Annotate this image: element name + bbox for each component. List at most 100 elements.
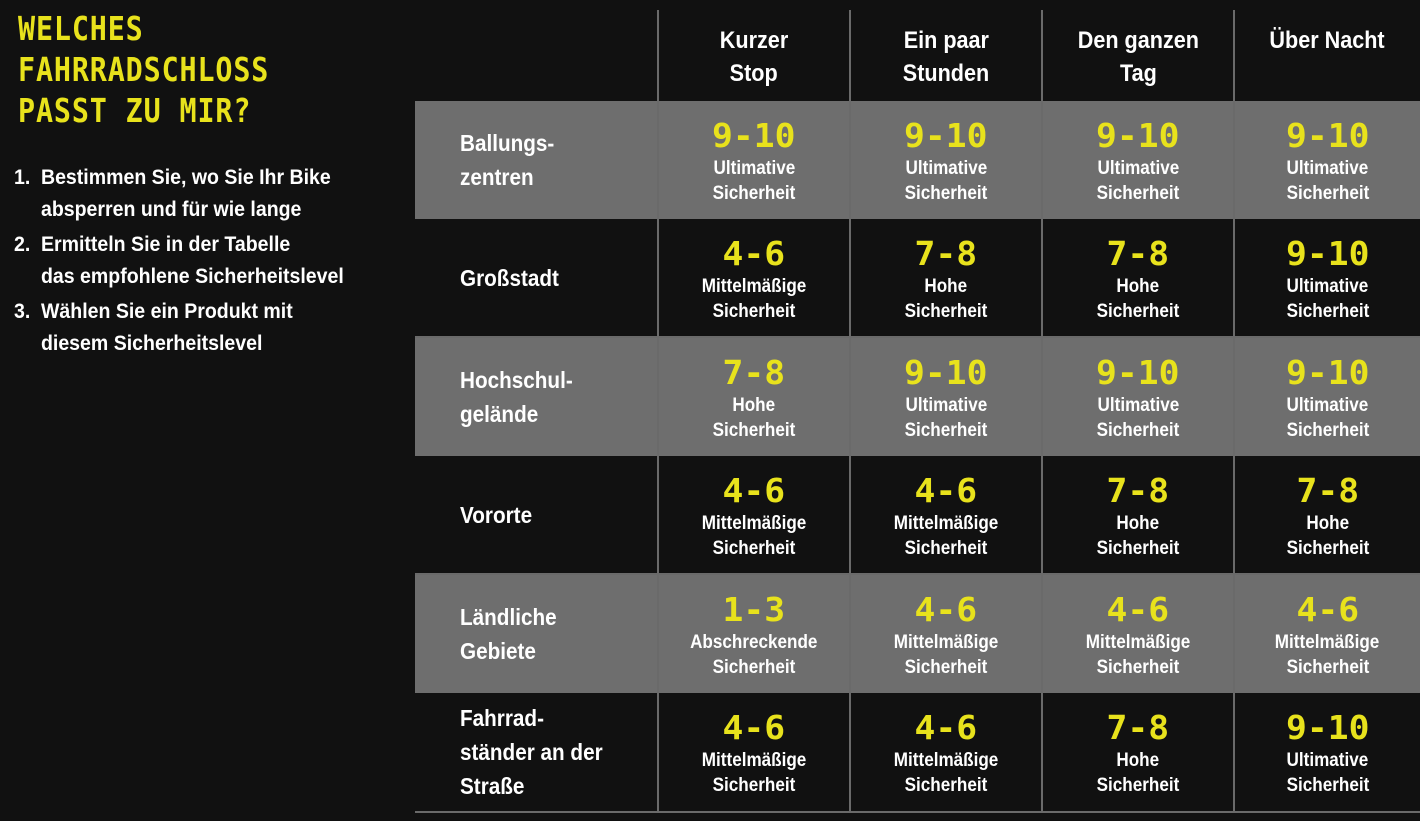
security-level-label: Sicherheit — [712, 775, 796, 796]
column-header-line: Kurzer — [719, 27, 789, 54]
security-level-cell: 7-8 Hohe Sicherheit — [1233, 456, 1420, 575]
security-level-value: 4-6 — [1106, 590, 1170, 629]
instruction-step-3: 3. Wählen Sie ein Produkt mit diesem Sic… — [14, 296, 381, 360]
column-header: Kurzer Stop — [657, 10, 849, 101]
security-level-value: 7-8 — [1106, 470, 1170, 510]
row-header-line: Fahrrad- — [460, 705, 544, 731]
security-level-value: 7-8 — [1106, 233, 1170, 273]
security-level-label: Sicherheit — [1096, 300, 1180, 322]
security-level-value: 7-8 — [1106, 708, 1170, 747]
security-level-value: 9-10 — [904, 353, 988, 392]
security-level-label: Sicherheit — [1286, 420, 1369, 441]
security-level-cell: 4-6 Mittelmäßige Sicherheit — [657, 219, 849, 338]
step-text-line-1: Ermitteln Sie in der Tabelle — [40, 233, 291, 256]
security-level-cell: 9-10 Ultimative Sicherheit — [657, 101, 849, 219]
security-level-label: Sicherheit — [904, 775, 988, 796]
security-level-value: 9-10 — [904, 116, 988, 155]
security-level-label: Hohe — [924, 275, 968, 297]
row-header-line: zentren — [460, 164, 534, 190]
security-level-cell: 7-8 Hohe Sicherheit — [1041, 456, 1233, 575]
security-level-value: 4-6 — [722, 470, 786, 510]
security-level-label: Sicherheit — [1286, 300, 1369, 322]
column-header-line: Stop — [729, 60, 778, 87]
security-level-label: Ultimative — [1286, 275, 1369, 297]
security-level-value: 9-10 — [1285, 353, 1370, 392]
security-level-label: Mittelmäßige — [893, 750, 999, 771]
security-level-label: Sicherheit — [1096, 537, 1180, 559]
security-level-cell: 7-8 Hohe Sicherheit — [1041, 693, 1233, 813]
security-level-label: Sicherheit — [1286, 537, 1369, 559]
security-level-value: 7-8 — [1296, 470, 1359, 510]
security-level-label: Sicherheit — [712, 537, 796, 559]
security-level-label: Sicherheit — [1096, 420, 1180, 441]
row-header: Ballungs-zentren — [415, 101, 657, 219]
security-level-label: Hohe — [1116, 275, 1160, 297]
row-header-line: Großstadt — [460, 264, 559, 291]
security-level-label: Sicherheit — [1096, 183, 1180, 204]
row-header: Fahrrad-ständer an der Straße — [415, 693, 657, 813]
security-level-label: Sicherheit — [712, 183, 796, 204]
column-header-line: Den ganzen — [1077, 27, 1199, 54]
security-level-cell: 7-8 Hohe Sicherheit — [1041, 219, 1233, 338]
column-header-line: Ein paar — [903, 27, 989, 54]
security-level-value: 4-6 — [722, 708, 786, 747]
security-level-label: Hohe — [732, 395, 776, 416]
security-level-label: Sicherheit — [712, 420, 796, 441]
security-level-value: 9-10 — [1096, 116, 1180, 155]
security-level-cell: 4-6 Mittelmäßige Sicherheit — [657, 456, 849, 575]
security-level-label: Ultimative — [1286, 750, 1369, 771]
security-level-value: 4-6 — [914, 590, 978, 629]
security-level-label: Mittelmäßige — [893, 512, 999, 534]
security-level-label: Ultimative — [1097, 395, 1179, 416]
security-level-label: Mittelmäßige — [701, 750, 807, 771]
row-header-line: Ballungs- — [460, 130, 555, 156]
row-header: Hochschul-gelände — [415, 338, 657, 456]
security-level-cell: 1-3 Abschreckende Sicherheit — [657, 575, 849, 693]
security-level-value: 7-8 — [914, 233, 978, 273]
security-level-cell: 4-6 Mittelmäßige Sicherheit — [657, 693, 849, 813]
security-level-value: 4-6 — [1296, 590, 1359, 629]
step-number: 1. — [14, 166, 31, 189]
security-level-cell: 4-6 Mittelmäßige Sicherheit — [849, 456, 1041, 575]
step-number: 2. — [14, 233, 31, 256]
row-header: Vororte — [415, 456, 657, 575]
security-level-table: Kurzer Stop Ein paar Stunden Den ganzen Tag Üb… — [415, 10, 1420, 813]
table-corner — [415, 10, 657, 101]
security-level-value: 9-10 — [1285, 708, 1370, 747]
security-level-cell: 9-10 Ultimative Sicherheit — [1233, 693, 1420, 813]
column-header-line: Tag — [1119, 60, 1157, 87]
row-header-line: Vororte — [460, 501, 533, 528]
security-level-value: 9-10 — [1285, 233, 1370, 273]
security-level-label: Ultimative — [905, 395, 987, 416]
column-header: Über Nacht — [1233, 10, 1420, 101]
security-level-label: Sicherheit — [904, 183, 988, 204]
security-level-cell: 9-10 Ultimative Sicherheit — [1233, 101, 1420, 219]
row-header-line: Ländliche — [460, 604, 557, 630]
security-level-cell: 4-6 Mittelmäßige Sicherheit — [1233, 575, 1420, 693]
row-header-line: Hochschul- — [460, 367, 573, 393]
security-level-cell: 9-10 Ultimative Sicherheit — [1233, 219, 1420, 338]
step-text-line-1: Wählen Sie ein Produkt mit — [40, 300, 293, 323]
column-header-line: Über Nacht — [1269, 27, 1386, 54]
column-header-line: Stunden — [902, 60, 990, 87]
security-level-cell: 9-10 Ultimative Sicherheit — [849, 338, 1041, 456]
step-text-line-2: absperren und für wie lange — [40, 198, 302, 221]
security-level-label: Sicherheit — [1096, 657, 1180, 678]
security-level-label: Abschreckende — [690, 632, 818, 653]
security-level-label: Ultimative — [1286, 158, 1369, 179]
security-level-label: Sicherheit — [1286, 183, 1369, 204]
security-level-cell: 7-8 Hohe Sicherheit — [657, 338, 849, 456]
step-text-line-2: das empfohlene Sicherheitslevel — [40, 265, 344, 288]
security-level-cell: 9-10 Ultimative Sicherheit — [1233, 338, 1420, 456]
security-level-value: 7-8 — [722, 353, 786, 392]
row-header: Großstadt — [415, 219, 657, 338]
security-level-value: 4-6 — [914, 470, 978, 510]
security-level-label: Sicherheit — [904, 300, 988, 322]
security-level-label: Mittelmäßige — [701, 512, 807, 534]
security-level-label: Mittelmäßige — [1275, 632, 1380, 653]
security-level-label: Hohe — [1116, 512, 1160, 534]
instruction-step-1: 1. Bestimmen Sie, wo Sie Ihr Bike absper… — [14, 162, 381, 226]
security-level-label: Sicherheit — [712, 300, 796, 322]
security-level-label: Sicherheit — [1286, 775, 1369, 796]
security-level-label: Mittelmäßige — [701, 275, 807, 297]
